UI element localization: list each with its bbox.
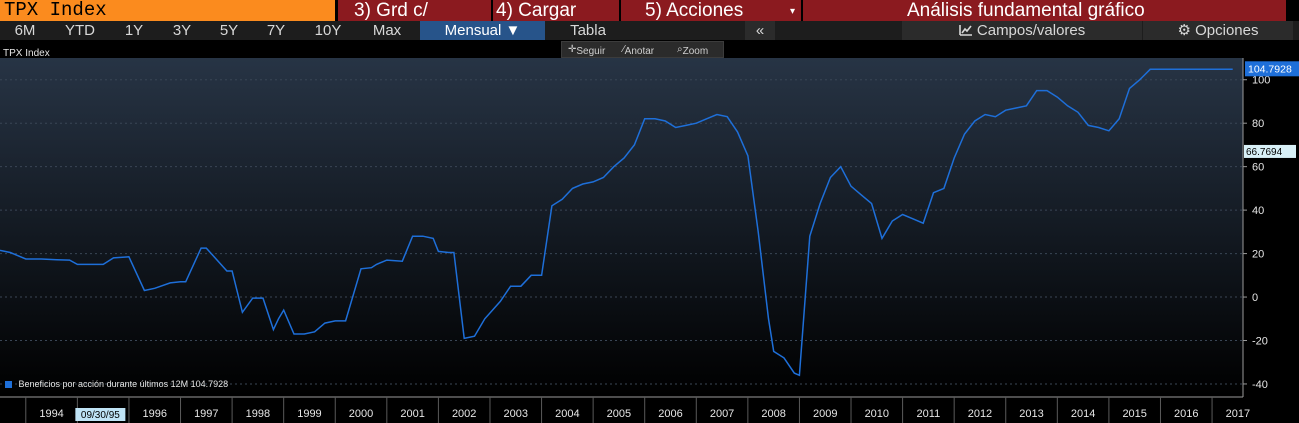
x-tick-label: 2016 [1174, 408, 1198, 420]
fundamental-analysis-title: Análisis fundamental gráfico [803, 0, 1286, 21]
period-select[interactable]: Mensual ▼ [420, 21, 545, 40]
x-tick-label: 2004 [555, 408, 579, 420]
chevron-down-icon: ▾ [789, 6, 795, 17]
options-button[interactable]: ⚙ Opciones [1143, 21, 1293, 40]
y-tick-label: 20 [1252, 249, 1264, 261]
x-tick-label: 2006 [658, 408, 682, 420]
grid [0, 79, 1243, 385]
x-tick-label: 2008 [761, 408, 785, 420]
collapse-button[interactable]: « [745, 21, 775, 40]
range-5y[interactable]: 5Y [219, 22, 239, 39]
annotate-tool[interactable]: ⁄ Anotar [623, 44, 655, 57]
value-markers: 104.7928 66.7694 [1244, 61, 1299, 158]
x-tick-label: 1997 [194, 408, 218, 420]
x-tick-label: 2000 [349, 408, 373, 420]
x-tick-label: 2009 [813, 408, 837, 420]
legend: Beneficios por acción durante últimos 12… [5, 379, 228, 389]
legend-label: Beneficios por acción durante últimos 12… [18, 379, 229, 389]
series-line [0, 68, 1233, 377]
x-tick-label: 2015 [1122, 408, 1146, 420]
last-value-label: 104.7928 [1248, 63, 1292, 75]
y-tick-label: 60 [1252, 162, 1264, 174]
last-value-box [1245, 61, 1299, 77]
plot-background [0, 58, 1243, 397]
x-tick-label: 1996 [142, 408, 166, 420]
range-1y[interactable]: 1Y [124, 22, 144, 39]
gear-icon: ⚙ [1177, 22, 1191, 39]
x-tick-label: 2003 [504, 408, 528, 420]
cargar-button[interactable]: 4) Cargar [493, 0, 619, 21]
y-tick-label: 0 [1252, 292, 1258, 304]
annotate-label: Anotar [624, 46, 655, 57]
legend-swatch [5, 381, 12, 388]
chart-icon [958, 25, 972, 36]
secondary-value-box [1244, 144, 1296, 158]
x-tick-label: 1994 [39, 408, 63, 420]
y-tick-label: -20 [1252, 336, 1268, 348]
fields-button[interactable]: Campos/valores [902, 21, 1142, 40]
range-10y[interactable]: 10Y [314, 22, 342, 39]
crosshair-date-box [75, 408, 126, 421]
grd-button[interactable]: 3) Grd c/ [338, 0, 491, 21]
follow-label: Seguir [576, 46, 606, 57]
range-6m[interactable]: 6M [14, 22, 36, 39]
x-tick-label: 1999 [297, 408, 321, 420]
y-tick-label: 40 [1252, 205, 1264, 217]
fields-label: Campos/valores [976, 22, 1086, 39]
acciones-button[interactable]: 5) Acciones ▾ [621, 0, 801, 21]
chart-title: TPX Index [3, 48, 50, 59]
x-tick-label: 2002 [452, 408, 476, 420]
y-tick-label: -40 [1252, 379, 1268, 391]
x-tick-label: 2010 [865, 408, 889, 420]
acciones-label: 5) Acciones [645, 0, 744, 21]
secondary-value-label: 66.7694 [1246, 147, 1283, 158]
x-tick-label: 2017 [1226, 408, 1250, 420]
crosshair-date-label: 09/30/95 [81, 410, 120, 421]
chart-tools: ✛ Seguir ⁄ Anotar ⌕ Zoom [561, 41, 724, 58]
options-label: Opciones [1195, 22, 1259, 39]
range-max[interactable]: Max [372, 22, 402, 39]
range-7y[interactable]: 7Y [266, 22, 286, 39]
range-ytd[interactable]: YTD [65, 22, 95, 39]
range-3y[interactable]: 3Y [172, 22, 192, 39]
y-tick-label: 80 [1252, 118, 1264, 130]
x-tick-label: 2014 [1071, 408, 1095, 420]
table-button[interactable]: Tabla [570, 22, 606, 39]
x-tick-label: 2007 [710, 408, 734, 420]
x-tick-label: 2011 [917, 408, 941, 420]
zoom-label: Zoom [682, 46, 709, 57]
zoom-tool[interactable]: ⌕ Zoom [677, 44, 709, 57]
x-tick-label: 2001 [400, 408, 424, 420]
y-axis: -40 -20 0 20 40 60 80 100 [1242, 58, 1270, 397]
follow-tool[interactable]: ✛ Seguir [568, 44, 606, 57]
x-axis-band [0, 397, 1299, 423]
x-tick-label: 1998 [246, 408, 270, 420]
x-tick-label: 2013 [1019, 408, 1043, 420]
y-tick-label: 100 [1252, 75, 1270, 87]
ticker-field[interactable]: TPX Index [0, 0, 335, 21]
x-tick-label: 2012 [968, 408, 992, 420]
eps-line-chart: -40 -20 0 20 40 60 80 100 1994 1996 1997 1998 1999 2… [0, 58, 1299, 423]
x-tick-label: 2005 [607, 408, 631, 420]
x-axis: 1994 1996 1997 1998 1999 2000 2001 2002 2003 2004… [0, 396, 1299, 423]
